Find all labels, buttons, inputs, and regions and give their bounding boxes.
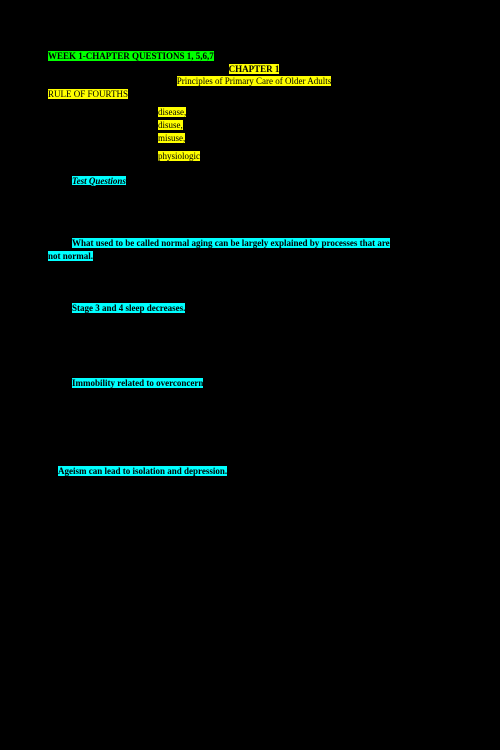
subtitle-text: Principles of Primary Care of Older Adul… [177,76,331,86]
answer-text: Ageism can lead to isolation and depress… [58,466,227,476]
answer-text: not normal. [48,251,93,261]
answer-line-2: Stage 3 and 4 sleep decreases. [48,302,460,315]
subtitle-line: Principles of Primary Care of Older Adul… [48,75,460,88]
answer-text: What used to be called normal aging can … [72,238,390,248]
question-block-2: Stage 3 and 4 sleep decreases. [48,266,460,315]
week-text: WEEK 1-CHAPTER QUESTIONS 1, 5,6,7 [48,51,214,61]
spacer [48,278,460,290]
rule-item-4: physiologic [48,150,460,163]
spacer [48,163,460,175]
rule-item-3: misuse, [48,132,460,145]
spacer [48,405,460,417]
rule-item-text: physiologic [158,151,200,161]
spacer [48,417,460,429]
test-title-line: Test Questions [48,175,460,188]
rule-item-text: disease, [158,107,186,117]
week-header: WEEK 1-CHAPTER QUESTIONS 1, 5,6,7 [48,50,460,63]
spacer [48,365,460,377]
answer-line-1a: What used to be called normal aging can … [48,237,460,250]
chapter-text: CHAPTER 1 [229,64,280,74]
spacer [48,393,460,405]
spacer [48,225,460,237]
question-block-3: Immobility related to overconcern [48,317,460,390]
spacer [48,213,460,225]
spacer [48,189,460,201]
chapter-line: CHAPTER 1 [48,63,460,76]
spacer [48,201,460,213]
question-block-1: What used to be called normal aging can … [48,189,460,262]
spacer [48,290,460,302]
rule-item-1: disease, [48,106,460,119]
question-block-4: Ageism can lead to isolation and depress… [48,393,460,478]
rule-item-2: disuse, [48,119,460,132]
spacer [48,353,460,365]
spacer [48,341,460,353]
spacer [48,317,460,329]
answer-line-4: Ageism can lead to isolation and depress… [48,465,460,478]
document-page: WEEK 1-CHAPTER QUESTIONS 1, 5,6,7 CHAPTE… [0,0,500,500]
spacer [48,329,460,341]
spacer [48,441,460,453]
answer-line-1b: not normal. [48,250,460,263]
rule-item-text: misuse, [158,133,185,143]
spacer [48,429,460,441]
rule-item-text: disuse, [158,120,183,130]
test-title: Test Questions [72,176,126,186]
answer-text: Immobility related to overconcern [72,378,203,388]
answer-line-3: Immobility related to overconcern [48,377,460,390]
spacer [48,453,460,465]
rule-title-line: RULE OF FOURTHS [48,88,460,101]
answer-text: Stage 3 and 4 sleep decreases. [72,303,185,313]
rule-title: RULE OF FOURTHS [48,89,128,99]
spacer [48,266,460,278]
